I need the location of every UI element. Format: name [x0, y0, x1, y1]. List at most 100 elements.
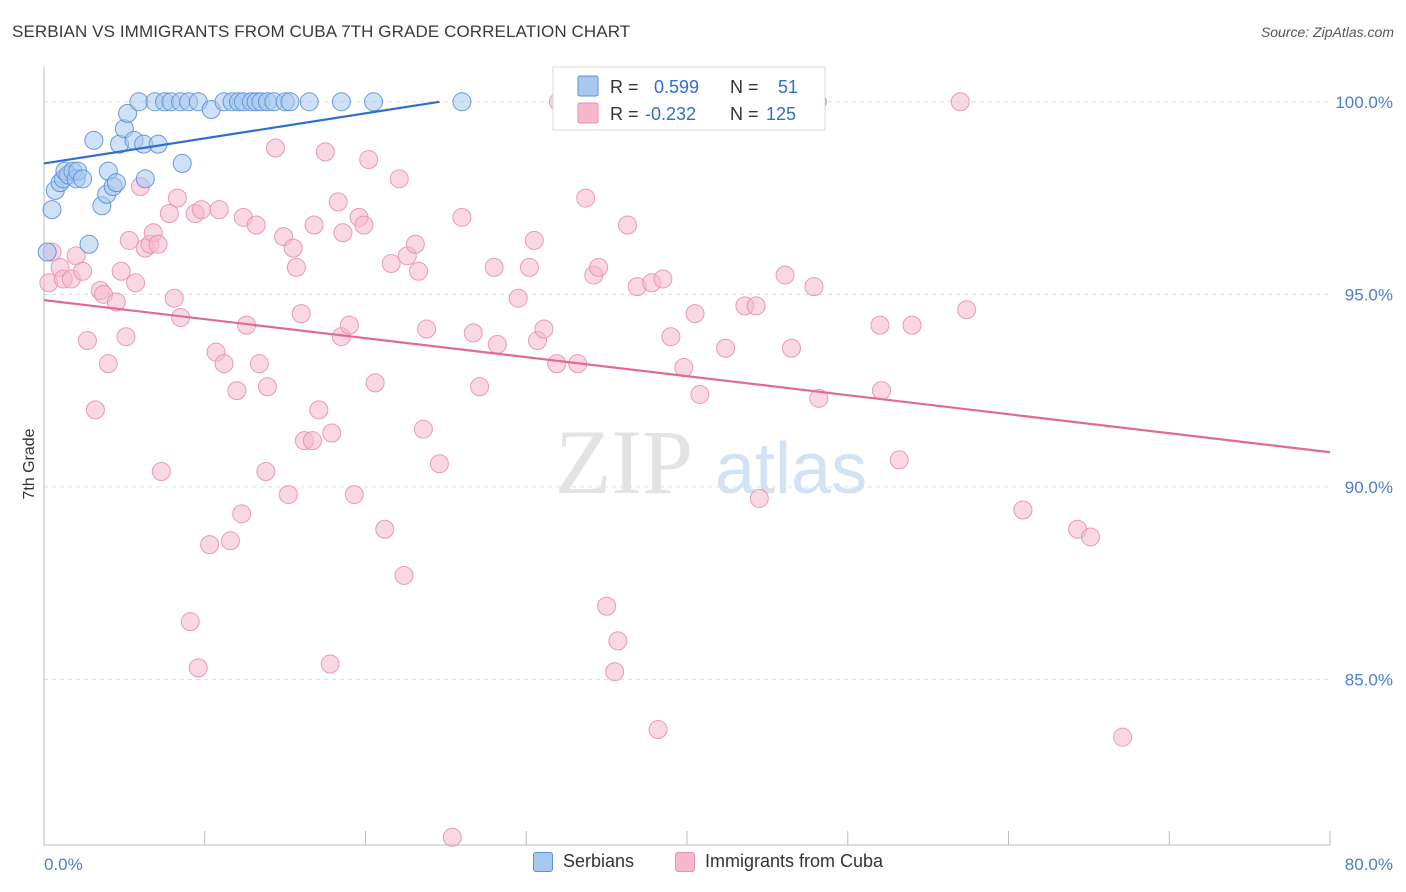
cuba-point — [597, 596, 617, 616]
cuba-point — [116, 327, 136, 347]
y-tick-label: 100.0% — [1335, 93, 1393, 112]
cuba-point — [257, 377, 277, 397]
cuba-point — [508, 288, 528, 308]
cuba-point — [309, 400, 329, 420]
cuba-point — [950, 92, 970, 112]
cuba-point — [209, 200, 229, 220]
cuba-point — [1080, 527, 1100, 547]
watermark: ZIP atlas — [555, 411, 867, 513]
serbians-point — [280, 92, 300, 112]
y-tick-label: 90.0% — [1345, 478, 1393, 497]
legend-serbians-n-label: N = — [730, 77, 759, 97]
legend-cuba-n-label: N = — [730, 104, 759, 124]
legend-cuba-r-label: R = — [610, 104, 639, 124]
bottom-legend: Serbians Immigrants from Cuba — [0, 851, 1406, 877]
cuba-point — [106, 292, 126, 312]
cuba-point — [320, 654, 340, 674]
cuba-point — [674, 358, 694, 378]
legend-serbians-r-value: 0.599 — [654, 77, 699, 97]
cuba-point — [126, 273, 146, 293]
cuba-trend-line — [43, 299, 1331, 454]
cuba-point — [957, 300, 977, 320]
cuba-point — [375, 519, 395, 539]
serbians-point — [135, 169, 155, 189]
cuba-point — [214, 354, 234, 374]
cuba-swatch — [675, 851, 695, 872]
cuba-point — [394, 565, 414, 585]
cuba-point — [749, 488, 769, 508]
cuba-point — [365, 373, 385, 393]
legend-cuba-r-value: -0.232 — [645, 104, 696, 124]
x-tick-label: 0.0% — [44, 855, 83, 874]
cuba-point — [605, 662, 625, 682]
cuba-point — [220, 531, 240, 551]
legend-cuba-swatch — [577, 102, 599, 124]
cuba-point — [333, 223, 353, 243]
cuba-point — [746, 296, 766, 316]
cuba-point — [589, 257, 609, 277]
cuba-point — [167, 188, 187, 208]
watermark-atlas: atlas — [715, 429, 867, 509]
cuba-point — [463, 323, 483, 343]
serbians-point — [73, 169, 93, 189]
serbians-point — [299, 92, 319, 112]
cuba-point — [256, 461, 276, 481]
serbians-point — [129, 92, 149, 112]
cuba-point — [286, 257, 306, 277]
cuba-point — [534, 319, 554, 339]
serbians-point — [84, 130, 104, 150]
cuba-point — [192, 200, 212, 220]
cuba-point — [180, 612, 200, 632]
y-tick-labels: 85.0% 90.0% 95.0% 100.0% — [1335, 93, 1393, 690]
x-tick-label: 80.0% — [1345, 855, 1393, 874]
cuba-point — [872, 381, 892, 401]
cuba-point — [413, 419, 433, 439]
cuba-point — [322, 423, 342, 443]
axes — [43, 67, 1331, 846]
y-tick-label: 85.0% — [1345, 670, 1393, 689]
cuba-point — [653, 269, 673, 289]
cuba-point — [648, 719, 668, 739]
source-label: Source: ZipAtlas.com — [1260, 24, 1394, 40]
cuba-point — [302, 431, 322, 451]
serbians-point — [172, 153, 192, 173]
cuba-point — [344, 485, 364, 505]
cuba-point — [111, 261, 131, 281]
legend-serbians-swatch — [577, 75, 599, 97]
cuba-point — [870, 315, 890, 335]
cuba-point — [716, 338, 736, 358]
y-axis-title: 7th Grade — [21, 428, 38, 499]
cuba-point — [151, 461, 171, 481]
cuba-point — [775, 265, 795, 285]
cuba-point — [809, 388, 829, 408]
serbians-points — [37, 92, 827, 262]
cuba-point — [547, 354, 567, 374]
cuba-point — [429, 454, 449, 474]
cuba-point — [576, 188, 596, 208]
cuba-point — [519, 257, 539, 277]
cuba-point — [389, 169, 409, 189]
cuba-point — [661, 327, 681, 347]
cuba-point — [249, 354, 269, 374]
serbians-point — [118, 103, 138, 123]
cuba-point — [1013, 500, 1033, 520]
legend-item-cuba: Immigrants from Cuba — [675, 851, 883, 872]
serbians-point — [364, 92, 384, 112]
cuba-point — [452, 207, 472, 227]
cuba-point — [283, 238, 303, 258]
cuba-point — [409, 261, 429, 281]
cuba-point — [85, 400, 105, 420]
cuba-point — [381, 254, 401, 274]
cuba-point — [889, 450, 909, 470]
cuba-point — [487, 334, 507, 354]
serbians-point — [331, 92, 351, 112]
cuba-point — [618, 215, 638, 235]
cuba-point — [200, 535, 220, 555]
cuba-point — [608, 631, 628, 651]
cuba-point — [77, 331, 97, 351]
serbians-trend-line — [43, 100, 440, 165]
legend-cuba-n-value: 125 — [766, 104, 796, 124]
serbians-point — [106, 173, 126, 193]
legend-item-serbians: Serbians — [533, 851, 634, 872]
cuba-point — [524, 230, 544, 250]
